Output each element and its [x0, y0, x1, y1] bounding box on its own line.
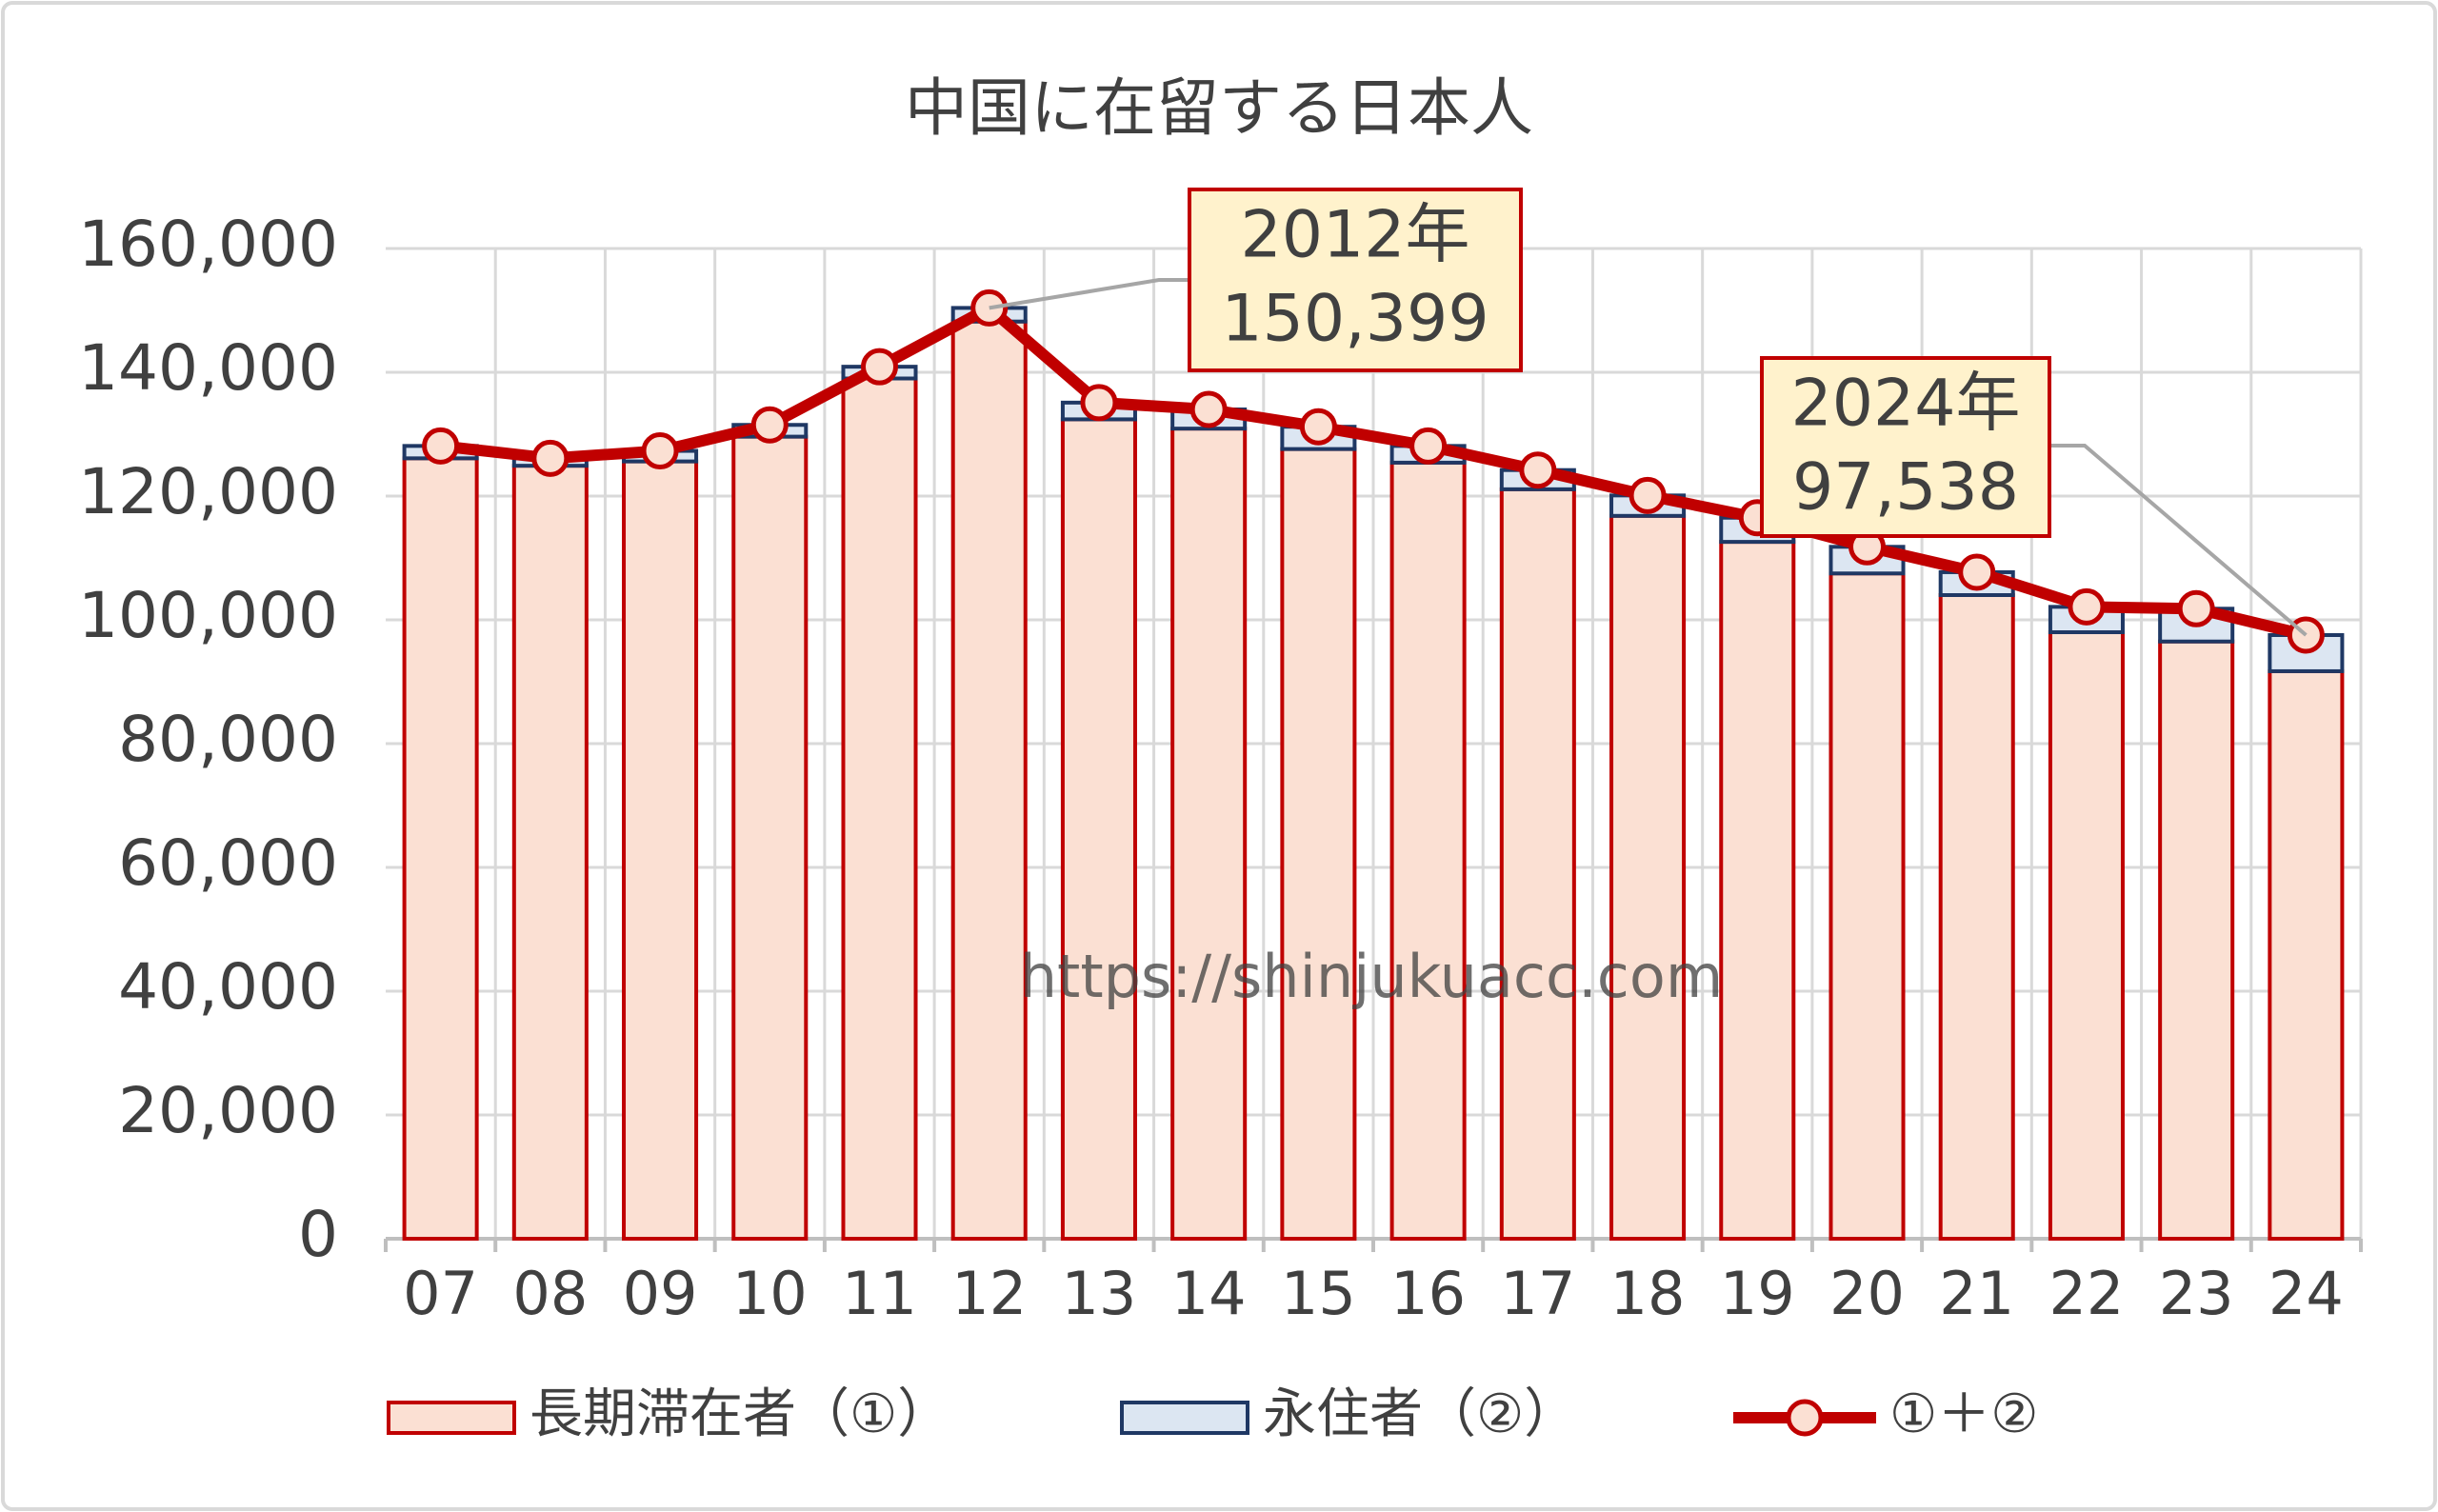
legend-swatch [1120, 1401, 1249, 1435]
line-marker [1519, 451, 1557, 489]
callout-box [1188, 188, 1523, 372]
line-marker [1080, 384, 1118, 422]
total-line [439, 302, 2308, 641]
y-tick-label: 0 [298, 1198, 338, 1271]
x-tick-label: 17 [1500, 1259, 1575, 1328]
line-marker [1409, 427, 1448, 465]
watermark: https://shinjukuacc.com [1020, 942, 1723, 1011]
y-tick-label: 100,000 [78, 579, 338, 652]
legend-label: 永住者（②） [1263, 1383, 1577, 1445]
bar [950, 319, 1028, 1241]
bar [2158, 639, 2235, 1241]
callout-text: 2024年 [1790, 367, 2020, 442]
bar [1499, 487, 1576, 1241]
bar [622, 459, 699, 1242]
legend-swatch [387, 1401, 516, 1435]
bar [1280, 447, 1357, 1242]
x-tick-label: 14 [1171, 1259, 1247, 1328]
callout-text: 2012年 [1240, 198, 1469, 273]
line-marker [1958, 553, 1996, 591]
x-tick-label: 09 [623, 1259, 698, 1328]
y-tick-label: 140,000 [78, 331, 338, 405]
callout-text: 150,399 [1221, 282, 1489, 357]
line-marker [1629, 476, 1667, 514]
bar [1389, 460, 1467, 1241]
bar [2268, 668, 2345, 1241]
bar [2048, 630, 2125, 1241]
bar [1170, 427, 1248, 1241]
line-marker [861, 348, 898, 386]
x-tick-label: 20 [1829, 1259, 1905, 1328]
bar [841, 376, 918, 1241]
x-tick-label: 10 [732, 1259, 808, 1328]
line-marker [422, 427, 460, 465]
y-tick-label: 60,000 [118, 826, 338, 900]
callout-line [989, 278, 1189, 310]
x-tick-label: 19 [1720, 1259, 1795, 1328]
x-tick-label: 11 [842, 1259, 917, 1328]
legend-marker [1786, 1399, 1824, 1437]
x-tick-label: 16 [1390, 1259, 1466, 1328]
bar [731, 434, 809, 1242]
y-tick-label: 20,000 [118, 1074, 338, 1147]
bar [1828, 571, 1906, 1241]
x-tick-label: 23 [2159, 1259, 2234, 1328]
x-tick-label: 18 [1610, 1259, 1686, 1328]
line-marker [641, 432, 679, 470]
y-tick-label: 120,000 [78, 455, 338, 528]
bar [402, 456, 479, 1242]
line-marker [2177, 589, 2215, 627]
x-tick-label: 08 [512, 1259, 588, 1328]
callout-box [1760, 356, 2051, 538]
callout-line [2049, 444, 2308, 637]
callout-text: 97,538 [1792, 450, 2019, 526]
line-marker [1189, 390, 1228, 428]
x-tick-label: 12 [951, 1259, 1027, 1328]
x-tick-label: 24 [2268, 1259, 2344, 1328]
x-tick-label: 07 [403, 1259, 478, 1328]
bar [1938, 593, 2015, 1241]
bar [511, 464, 589, 1241]
chart-title: 中国に在留する日本人 [905, 71, 1533, 145]
line-marker [1299, 408, 1337, 446]
bar [1060, 417, 1137, 1241]
legend-label: 長期滞在者（①） [530, 1383, 950, 1445]
line-marker [531, 439, 570, 477]
y-tick-label: 40,000 [118, 950, 338, 1024]
x-tick-label: 15 [1281, 1259, 1356, 1328]
line-marker [2068, 587, 2106, 626]
legend-label: ①＋② [1889, 1383, 2038, 1445]
line-marker [750, 406, 789, 444]
y-tick-label: 80,000 [118, 703, 338, 776]
x-tick-label: 22 [2048, 1259, 2124, 1328]
bar [1609, 513, 1687, 1241]
x-tick-label: 21 [1939, 1259, 2014, 1328]
x-tick-label: 13 [1061, 1259, 1136, 1328]
bar [1719, 540, 1796, 1241]
y-tick-label: 160,000 [78, 208, 338, 281]
